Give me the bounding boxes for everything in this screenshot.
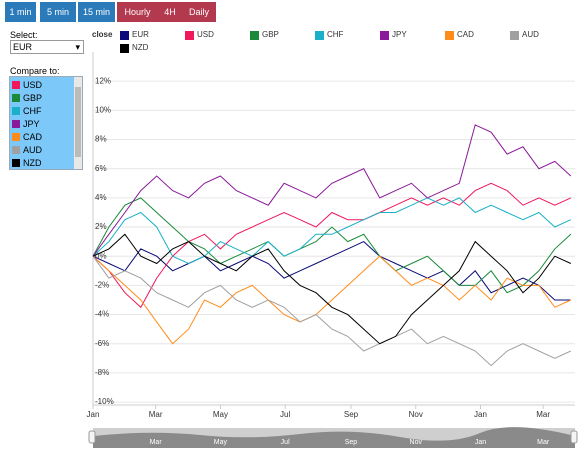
interval-button[interactable]: 15 min (78, 2, 115, 22)
x-tick-label: Mar (149, 410, 163, 419)
x-tick-label: Jan (87, 410, 100, 419)
color-swatch (12, 94, 20, 102)
legend-swatch (445, 31, 454, 40)
interval-button[interactable]: 5 min (40, 2, 76, 22)
y-tick-label: -2% (95, 280, 109, 289)
compare-item-label: NZD (23, 158, 42, 168)
y-tick-label: 4% (95, 193, 107, 202)
navigator-handle[interactable] (570, 430, 578, 444)
interval-button[interactable]: Daily (182, 2, 216, 22)
interval-button[interactable]: 4H (158, 2, 182, 22)
legend-label: USD (197, 30, 214, 39)
legend-label: NZD (132, 43, 149, 52)
legend-label: AUD (522, 30, 539, 39)
scrollbar[interactable] (74, 77, 82, 169)
scroll-thumb[interactable] (75, 87, 81, 157)
y-tick-label: -8% (95, 368, 109, 377)
legend-swatch (120, 44, 129, 53)
navigator-label: May (214, 439, 228, 446)
series-line (92, 197, 572, 294)
y-tick-label: -4% (95, 310, 109, 319)
interval-button[interactable]: 1 min (5, 2, 36, 22)
y-tick-label: 6% (95, 164, 107, 173)
navigator-label: Nov (410, 439, 423, 446)
navigator-label: Sep (345, 439, 358, 446)
color-swatch (12, 81, 20, 89)
legend-swatch (380, 31, 389, 40)
compare-item[interactable]: CAD (12, 131, 42, 143)
navigator-label: Mar (537, 439, 550, 446)
y-tick-label: 12% (95, 76, 111, 85)
series-line (92, 241, 571, 301)
compare-label: Compare to: (10, 66, 60, 76)
x-tick-label: Nov (409, 410, 423, 419)
compare-item-label: CAD (23, 132, 43, 142)
navigator-handle[interactable] (88, 430, 96, 444)
compare-item[interactable]: USD (12, 79, 42, 91)
legend-swatch (185, 31, 194, 40)
compare-item[interactable]: CHF (12, 105, 42, 117)
x-tick-label: Jul (280, 410, 290, 419)
x-tick-label: Sep (344, 410, 359, 419)
compare-item[interactable]: GBP (12, 92, 42, 104)
legend-label: CAD (457, 30, 474, 39)
currency-select[interactable]: EUR (10, 40, 84, 54)
color-swatch (12, 107, 20, 115)
series-line (92, 197, 572, 265)
compare-item-label: CHF (23, 106, 42, 116)
color-swatch (12, 159, 20, 167)
series-line (92, 124, 572, 257)
select-label: Select: (10, 30, 38, 40)
series-line (92, 255, 572, 367)
legend-label: GBP (262, 30, 279, 39)
legend-swatch (510, 31, 519, 40)
navigator-label: Jan (475, 439, 486, 446)
navigator-label: Jul (281, 439, 290, 446)
x-tick-label: Mar (536, 410, 550, 419)
x-tick-label: Jan (474, 410, 487, 419)
legend-swatch (315, 31, 324, 40)
x-tick-label: May (213, 410, 228, 419)
interval-button[interactable]: Hourly (117, 2, 158, 22)
navigator-label: Mar (150, 439, 163, 446)
compare-item-label: AUD (23, 145, 43, 155)
color-swatch (12, 146, 20, 154)
legend-label: CHF (327, 30, 344, 39)
y-tick-label: 8% (95, 135, 107, 144)
legend-swatch (250, 31, 259, 40)
y-tick-label: -6% (95, 339, 109, 348)
color-swatch (12, 120, 20, 128)
color-swatch (12, 133, 20, 141)
compare-item-label: GBP (23, 93, 43, 103)
y-tick-label: -10% (95, 397, 114, 406)
compare-item[interactable]: NZD (12, 157, 42, 169)
legend-label: EUR (132, 30, 149, 39)
y-tick-label: 0% (95, 251, 107, 260)
compare-item[interactable]: AUD (12, 144, 42, 156)
y-tick-label: 10% (95, 105, 111, 114)
navigator-area (93, 427, 575, 448)
compare-item-label: JPY (23, 119, 40, 129)
compare-item-label: USD (23, 80, 43, 90)
series-line (92, 233, 572, 345)
compare-list[interactable]: USD GBP CHF JPY CAD AUD NZD (9, 76, 83, 170)
legend-title: close (92, 30, 113, 39)
compare-item[interactable]: JPY (12, 118, 40, 130)
y-tick-label: 2% (95, 222, 107, 231)
legend-swatch (120, 31, 129, 40)
series-line (92, 255, 572, 345)
legend-label: JPY (392, 30, 407, 39)
